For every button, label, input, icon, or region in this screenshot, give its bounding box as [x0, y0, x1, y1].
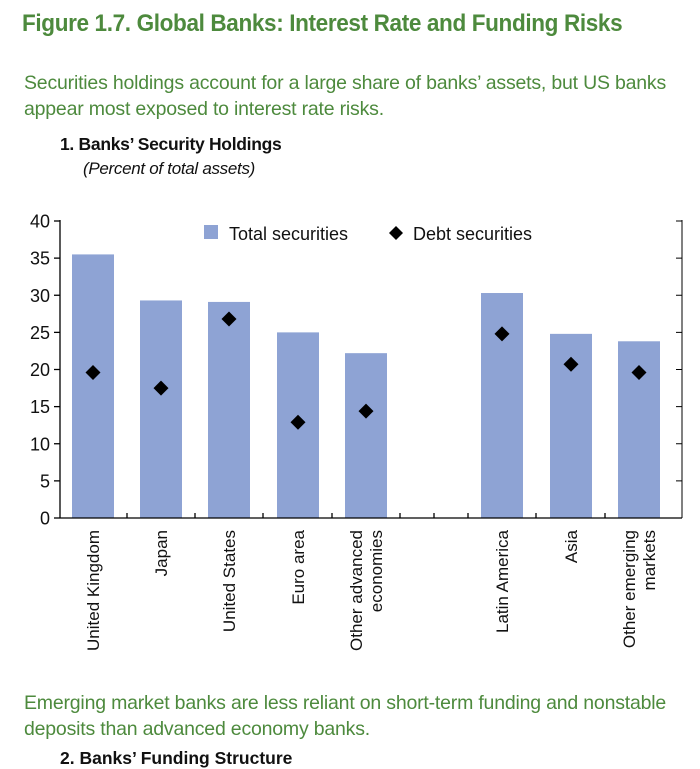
y-tick-label: 10: [30, 434, 50, 454]
lead-text-top: Securities holdings account for a large …: [24, 72, 667, 120]
x-category-label: Asia: [562, 529, 581, 563]
legend-label-total-securities: Total securities: [229, 224, 348, 244]
legend-swatch-debt-securities: [389, 226, 403, 240]
bar-total-securities: [140, 300, 182, 518]
lead-text-bottom: Emerging market banks are less reliant o…: [24, 692, 667, 740]
marker-debt-securities: [494, 326, 510, 342]
x-category-label: Japan: [152, 530, 171, 576]
marker-debt-securities: [563, 356, 579, 372]
marker-debt-securities: [153, 380, 169, 396]
chart-title: 1. Banks’ Security Holdings: [60, 134, 282, 154]
y-tick-label: 35: [30, 249, 50, 269]
legend-label-debt-securities: Debt securities: [413, 224, 532, 244]
x-category-label: Other emergingmarkets: [620, 530, 659, 648]
x-category-label: Euro area: [289, 529, 308, 604]
bar-total-securities: [72, 254, 114, 518]
chart-subtitle: (Percent of total assets): [83, 159, 256, 178]
marker-debt-securities: [358, 403, 374, 419]
marker-debt-securities: [631, 364, 647, 380]
figure-title: Figure 1.7. Global Banks: Interest Rate …: [22, 10, 623, 37]
x-category-label: United Kingdom: [84, 530, 103, 651]
marker-debt-securities: [221, 311, 237, 327]
x-category-label: United States: [220, 530, 239, 632]
x-category-label: Other advancedeconomies: [347, 530, 386, 651]
panel2-title: 2. Banks’ Funding Structure: [60, 748, 293, 768]
security-holdings-chart: 0 5 10 15 20 25 30 35 40 United Kingdom Japan Unite…: [30, 212, 683, 651]
y-tick-label: 0: [40, 509, 50, 529]
y-tick-label: 25: [30, 323, 50, 343]
x-category-label: Latin America: [493, 529, 512, 633]
y-tick-label: 30: [30, 286, 50, 306]
y-tick-label: 5: [40, 471, 50, 491]
legend-swatch-total-securities: [204, 225, 218, 239]
y-tick-label: 20: [30, 360, 50, 380]
y-tick-label: 15: [30, 397, 50, 417]
marker-debt-securities: [85, 364, 101, 380]
y-tick-label: 40: [30, 212, 50, 232]
bar-total-securities: [208, 301, 250, 518]
bar-total-securities: [345, 353, 387, 518]
marker-debt-securities: [290, 414, 306, 430]
